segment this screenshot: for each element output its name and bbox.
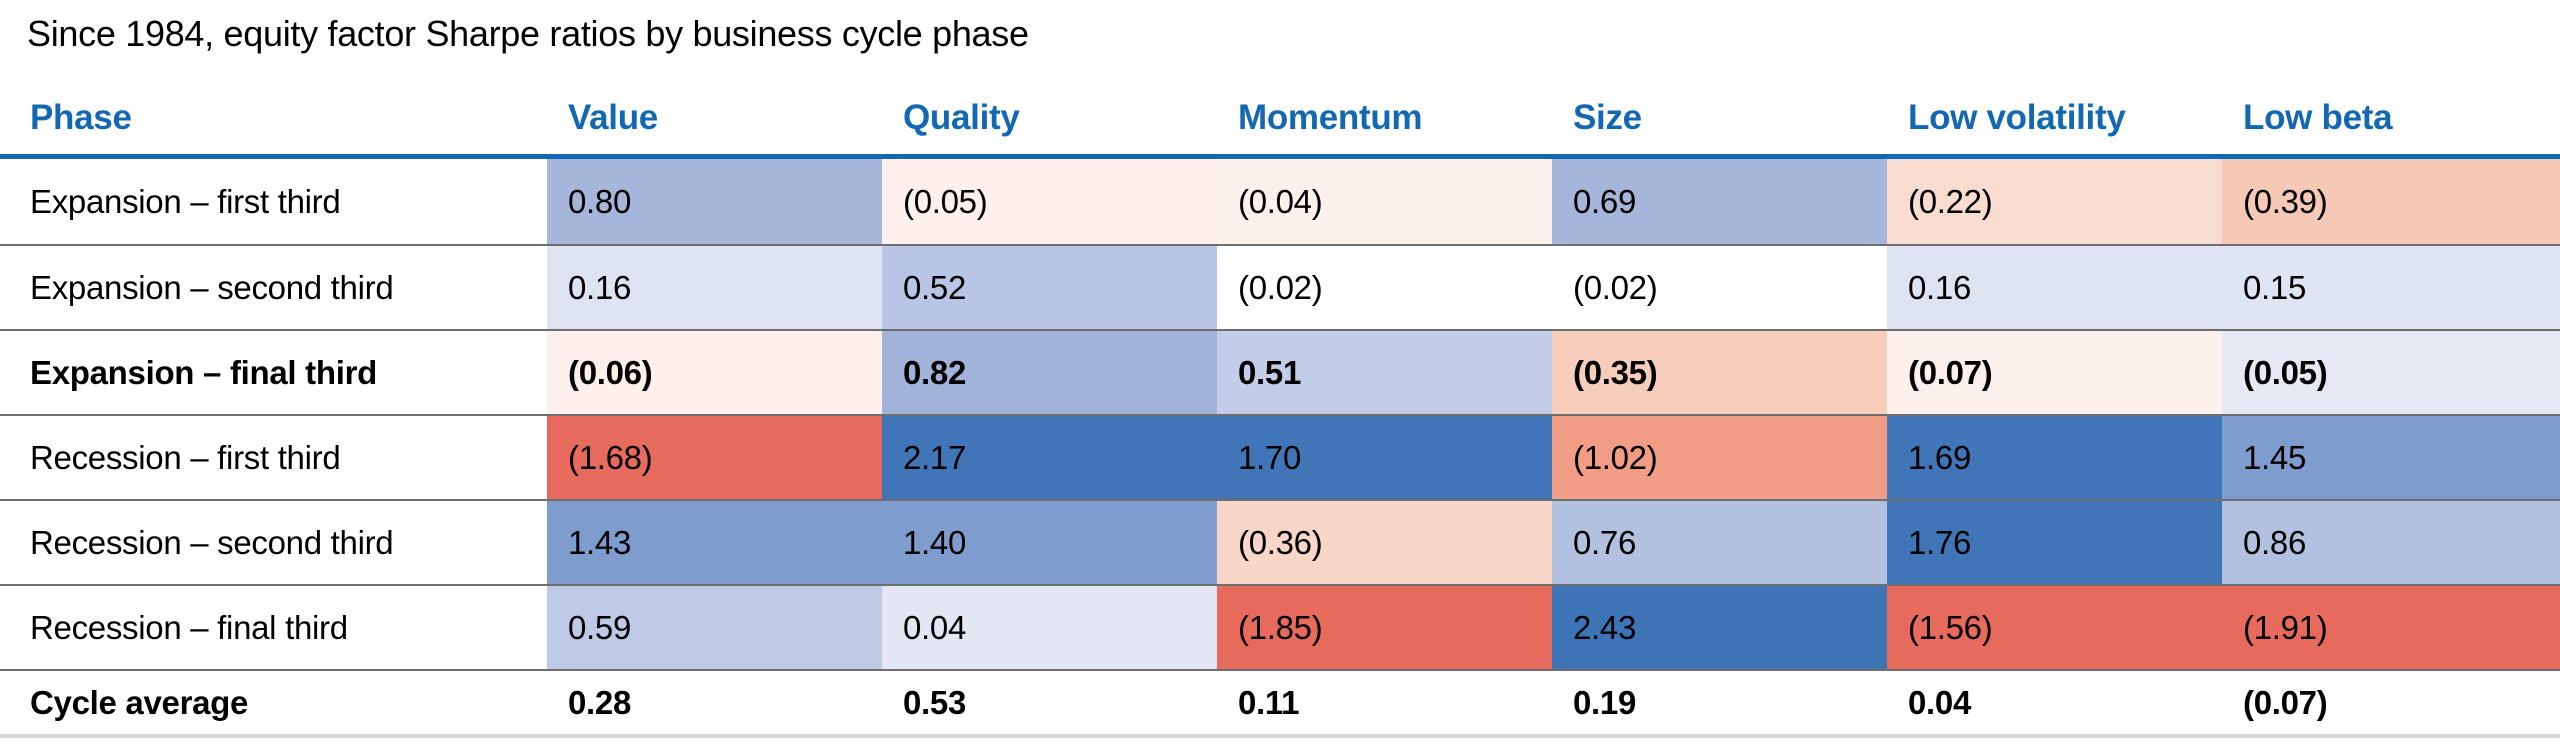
column-header-low-beta: Low beta (2243, 97, 2393, 137)
cell-value: (0.07) (1887, 331, 2222, 415)
cell-value: 0.04 (1908, 683, 1972, 721)
cell-value: (1.68) (547, 416, 882, 500)
column-header-quality: Quality (903, 97, 1020, 137)
row-label: Recession – final third (30, 608, 348, 646)
cell-value: 0.15 (2222, 246, 2560, 330)
cell-value: 0.11 (1238, 683, 1300, 721)
cell-value: 1.70 (1217, 416, 1552, 500)
column-header-size: Size (1573, 97, 1642, 137)
cell-value: (0.22) (1887, 159, 2222, 245)
cell-value: (1.56) (1887, 586, 2222, 670)
cell-value: 0.82 (882, 331, 1217, 415)
table-row-cycle-average: Cycle average 0.28 0.53 0.11 0.19 0.04 (… (0, 669, 2560, 739)
cell-value: 0.16 (1887, 246, 2222, 330)
row-label: Expansion – final third (30, 353, 377, 391)
table-row-recession-final-third: Recession – final third 0.59 0.04 (1.85)… (0, 584, 2560, 670)
cell-value: (0.39) (2222, 159, 2560, 245)
cell-value: 0.80 (547, 159, 882, 245)
cell-value: (0.02) (1552, 246, 1887, 330)
figure-title: Since 1984, equity factor Sharpe ratios … (27, 13, 1029, 54)
column-header-phase: Phase (30, 97, 132, 137)
cell-value: 0.53 (903, 683, 967, 721)
row-label: Expansion – second third (30, 268, 394, 306)
row-label: Cycle average (30, 683, 249, 721)
cell-value: (1.02) (1552, 416, 1887, 500)
cell-value: (0.07) (2243, 683, 2328, 721)
table-row-expansion-second-third: Expansion – second third 0.16 0.52 (0.02… (0, 244, 2560, 330)
table-row-recession-first-third: Recession – first third (1.68) 2.17 1.70… (0, 414, 2560, 500)
cell-value: 2.43 (1552, 586, 1887, 670)
column-header-low-volatility: Low volatility (1908, 97, 2126, 137)
sharpe-ratio-table: Phase Value Quality Momentum Size Low vo… (0, 81, 2560, 739)
cell-value: (0.36) (1217, 501, 1552, 585)
cell-value: (1.91) (2222, 586, 2560, 670)
cell-value: 0.52 (882, 246, 1217, 330)
row-label: Expansion – first third (30, 182, 341, 220)
cell-value: (0.02) (1217, 246, 1552, 330)
cell-value: (0.05) (2222, 331, 2560, 415)
table-header-row: Phase Value Quality Momentum Size Low vo… (0, 81, 2560, 160)
cell-value: 0.28 (568, 683, 632, 721)
cell-value: (0.35) (1552, 331, 1887, 415)
cell-value: 2.17 (882, 416, 1217, 500)
table-row-expansion-final-third: Expansion – final third (0.06) 0.82 0.51… (0, 329, 2560, 415)
row-label: Recession – first third (30, 438, 341, 476)
table-row-expansion-first-third: Expansion – first third 0.80 (0.05) (0.0… (0, 159, 2560, 245)
cell-value: 1.45 (2222, 416, 2560, 500)
cell-value: 1.43 (547, 501, 882, 585)
column-header-momentum: Momentum (1238, 97, 1423, 137)
cell-value: (0.05) (882, 159, 1217, 245)
cell-value: (0.06) (547, 331, 882, 415)
cell-value: 0.76 (1552, 501, 1887, 585)
cell-value: 0.19 (1573, 683, 1637, 721)
cell-value: 0.51 (1217, 331, 1552, 415)
cell-value: 1.76 (1887, 501, 2222, 585)
cell-value: 0.59 (547, 586, 882, 670)
cell-value: 0.04 (882, 586, 1217, 670)
column-header-value: Value (568, 97, 658, 137)
cell-value: 1.40 (882, 501, 1217, 585)
row-label: Recession – second third (30, 523, 394, 561)
cell-value: 0.16 (547, 246, 882, 330)
cell-value: 0.69 (1552, 159, 1887, 245)
table-row-recession-second-third: Recession – second third 1.43 1.40 (0.36… (0, 499, 2560, 585)
cell-value: 1.69 (1887, 416, 2222, 500)
cell-value: 0.86 (2222, 501, 2560, 585)
cell-value: (0.04) (1217, 159, 1552, 245)
cell-value: (1.85) (1217, 586, 1552, 670)
